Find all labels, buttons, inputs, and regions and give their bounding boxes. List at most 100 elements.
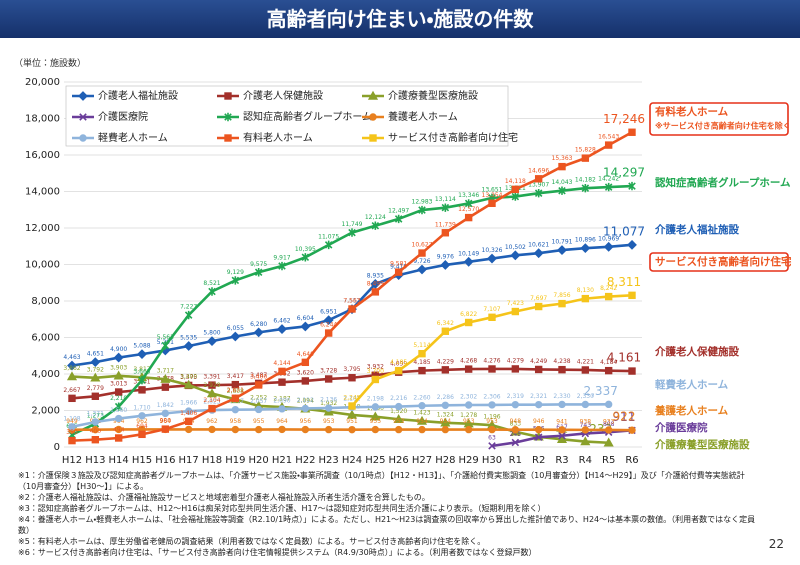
- marker: [394, 366, 403, 375]
- data-label: 14,043: [552, 179, 573, 186]
- y-tick-label: 12,000: [25, 223, 60, 234]
- marker: [114, 434, 123, 442]
- data-label: 10,896: [575, 237, 596, 244]
- data-label: 1,196: [483, 414, 500, 421]
- marker: [441, 203, 450, 212]
- marker: [301, 377, 310, 385]
- marker: [278, 405, 286, 413]
- marker: [604, 400, 613, 409]
- marker: [208, 425, 216, 434]
- legend-box: [65, 85, 509, 147]
- data-label: 3,862: [63, 365, 80, 372]
- annotation-box: [649, 102, 789, 136]
- marker: [581, 294, 590, 303]
- data-label: 5,800: [203, 330, 220, 337]
- marker: [184, 310, 193, 320]
- data-label: 7,563: [343, 297, 360, 304]
- annotation: 軽費老人ホーム: [655, 378, 729, 391]
- marker: [510, 250, 521, 261]
- x-tick-label: H22: [295, 455, 315, 466]
- marker: [161, 425, 170, 433]
- marker: [91, 436, 100, 444]
- y-tick-label: 14,000: [25, 187, 60, 198]
- series-line: [71, 403, 609, 429]
- marker: [231, 425, 240, 434]
- x-tick-label: R2: [532, 455, 545, 466]
- x-tick-label: H16: [155, 455, 175, 466]
- marker: [441, 327, 450, 335]
- marker: [604, 141, 613, 149]
- marker: [231, 405, 240, 414]
- marker: [113, 370, 124, 380]
- marker: [254, 268, 263, 277]
- data-label: 3,391: [203, 374, 220, 381]
- data-label: 3,620: [297, 369, 314, 376]
- marker: [67, 360, 77, 371]
- legend-label: 介護療養型医療施設: [388, 89, 478, 102]
- marker: [348, 305, 356, 313]
- annotation: 介護医療院: [655, 421, 708, 434]
- marker: [627, 239, 637, 250]
- data-label: 951: [346, 418, 358, 425]
- data-label: 13,907: [528, 182, 549, 189]
- marker: [603, 437, 614, 447]
- x-tick-label: H14: [109, 455, 129, 466]
- marker: [346, 409, 358, 419]
- marker: [558, 162, 566, 171]
- data-label: 6,342: [437, 320, 454, 327]
- marker: [511, 438, 520, 447]
- data-label: 5,535: [180, 334, 197, 341]
- marker: [463, 256, 474, 267]
- data-label: 3,375: [180, 374, 197, 381]
- data-label: 980: [160, 418, 172, 425]
- marker: [324, 375, 333, 383]
- marker: [231, 276, 240, 285]
- legend-marker: [224, 92, 232, 100]
- x-tick-label: H23: [319, 455, 339, 466]
- x-tick-label: H25: [365, 455, 385, 466]
- marker: [371, 403, 380, 411]
- annotation-text: 軽費老人ホーム: [655, 378, 729, 391]
- marker: [138, 412, 146, 420]
- marker: [558, 365, 566, 374]
- data-label: 911: [613, 410, 636, 424]
- data-label: 14,242: [598, 176, 619, 183]
- y-tick-label: 2,000: [31, 406, 60, 417]
- data-label: 9,726: [413, 258, 430, 265]
- marker: [604, 426, 613, 434]
- marker: [558, 186, 566, 195]
- marker: [534, 302, 543, 311]
- data-label: 2,187: [273, 396, 290, 403]
- marker: [441, 229, 450, 237]
- data-label: 8,499: [367, 280, 384, 287]
- data-label: 964: [276, 418, 288, 425]
- data-label: 2,216: [390, 395, 407, 402]
- marker: [534, 426, 543, 434]
- annotation-text: ※サービス付き高齢者向け住宅を除く: [655, 121, 791, 131]
- data-label: 11,749: [342, 221, 363, 228]
- marker: [416, 415, 428, 425]
- data-label: 10,502: [505, 244, 526, 251]
- marker: [348, 374, 356, 382]
- data-label: 954: [440, 418, 452, 425]
- data-label: 933: [603, 418, 615, 425]
- marker: [161, 341, 170, 350]
- data-label: 962: [136, 418, 148, 425]
- marker: [231, 380, 240, 389]
- marker: [581, 400, 590, 409]
- x-tick-label: R3: [555, 455, 568, 466]
- data-label: 1,273: [87, 412, 104, 419]
- marker: [90, 372, 101, 382]
- marker: [628, 426, 636, 434]
- annotation-text: 認知症高齢者グループホーム: [655, 176, 791, 189]
- data-label: 4,221: [577, 358, 594, 365]
- data-label: 2,245: [343, 395, 360, 402]
- marker: [464, 365, 473, 373]
- data-label: 1,108: [63, 415, 80, 422]
- marker: [628, 181, 636, 191]
- data-label: 3,795: [343, 366, 360, 373]
- marker: [160, 373, 171, 383]
- marker: [558, 299, 566, 308]
- data-label: 13,651: [482, 186, 503, 193]
